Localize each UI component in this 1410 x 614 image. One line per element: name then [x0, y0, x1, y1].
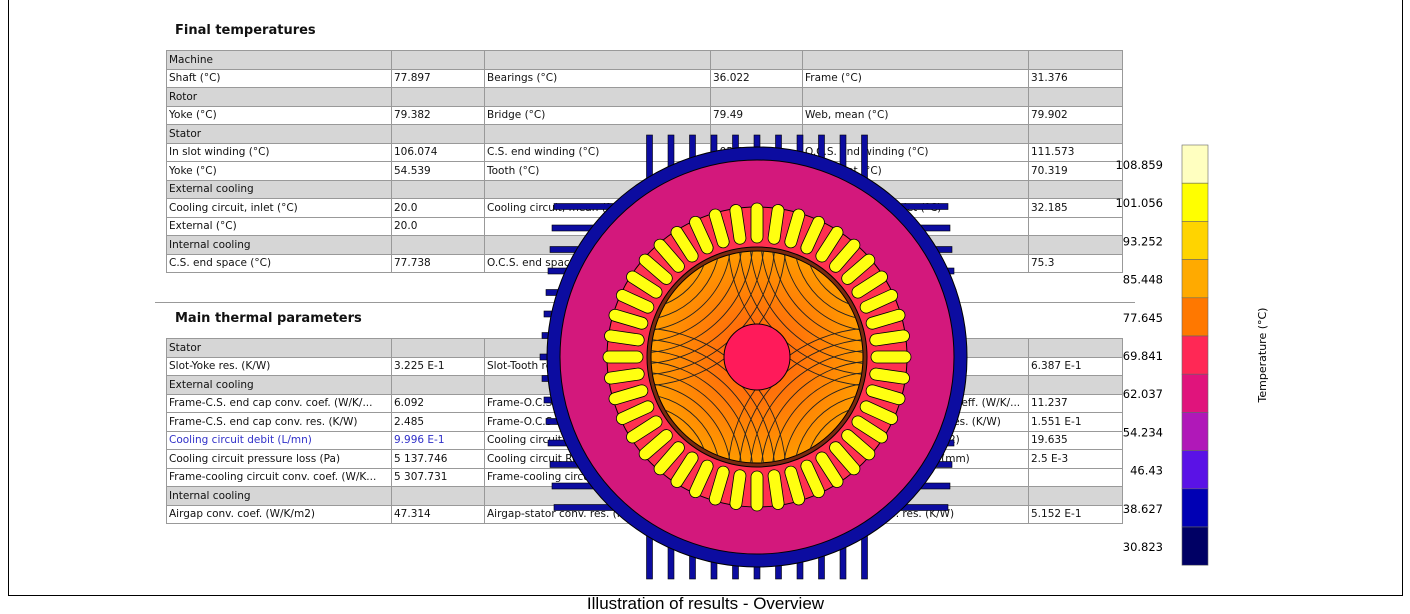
legend-swatch [1182, 145, 1208, 183]
legend-title: Temperature (°C) [1256, 308, 1269, 404]
motor-illustration: 108.859 101.056 93.252 85.448 77.645 69.841 62… [0, 0, 1410, 613]
legend-swatch [1182, 489, 1208, 527]
slot-winding [603, 351, 643, 363]
legend-label: 93.252 [1123, 234, 1163, 248]
legend-swatch [1182, 260, 1208, 298]
legend-swatch [1182, 221, 1208, 259]
slot-winding [751, 471, 763, 511]
legend-label: 69.841 [1123, 349, 1163, 363]
legend-label: 85.448 [1123, 273, 1163, 287]
legend-swatch [1182, 183, 1208, 221]
legend-label: 77.645 [1123, 311, 1163, 325]
slot-winding [871, 351, 911, 363]
legend-swatch [1182, 336, 1208, 374]
caption: Illustration of results - Overview [8, 594, 1403, 614]
page: Final temperatures MachineShaft (°C)77.8… [0, 0, 1410, 613]
legend-swatch [1182, 412, 1208, 450]
legend-label: 30.823 [1123, 540, 1163, 554]
legend-label: 108.859 [1115, 158, 1163, 172]
legend-swatch [1182, 374, 1208, 412]
legend-swatch [1182, 527, 1208, 565]
legend-label: 38.627 [1123, 502, 1163, 516]
legend-label: 46.43 [1130, 464, 1163, 478]
legend-label: 62.037 [1123, 387, 1163, 401]
legend-label: 54.234 [1123, 425, 1163, 439]
legend-swatch [1182, 451, 1208, 489]
legend-swatch [1182, 298, 1208, 336]
shaft [724, 324, 790, 390]
legend-label: 101.056 [1115, 196, 1163, 210]
slot-winding [751, 203, 763, 243]
